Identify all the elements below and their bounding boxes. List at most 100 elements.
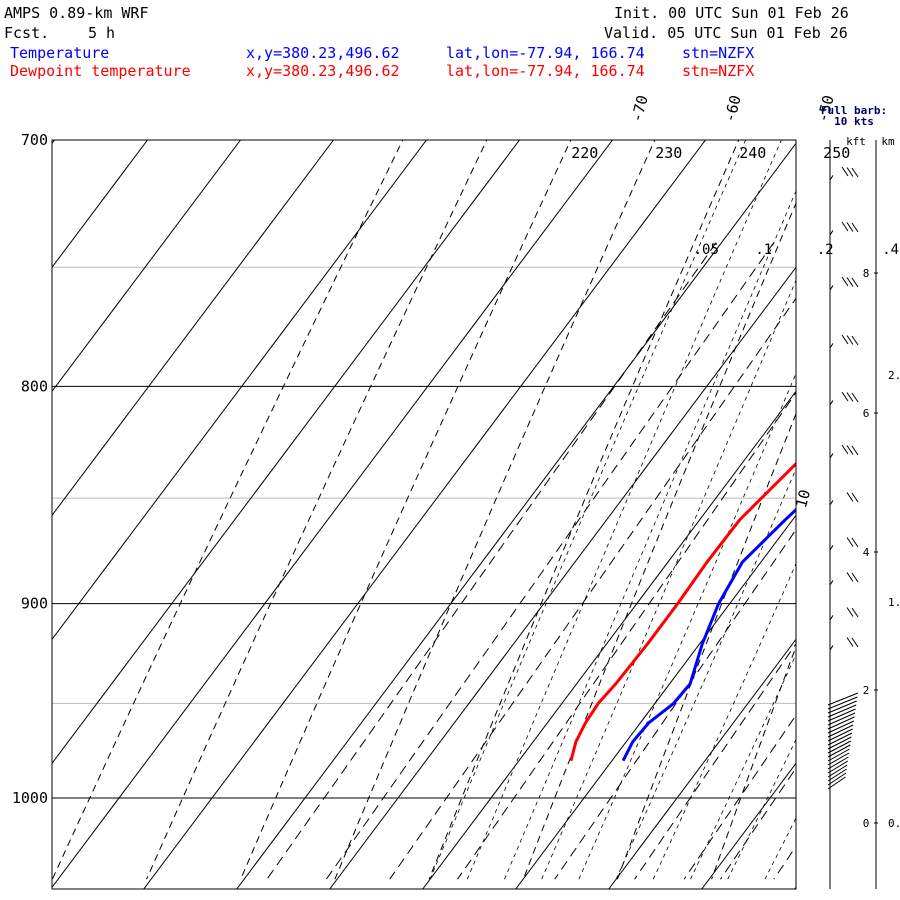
isotherm	[329, 266, 796, 889]
barb-note-line1: Full barb:	[821, 104, 887, 117]
theta-label: 220	[571, 144, 598, 162]
isotherm	[52, 140, 427, 641]
legend-dewpoint-xy: x,y=380.23,496.62	[246, 62, 400, 80]
wind-barb	[827, 700, 857, 714]
mixing-ratio-line	[554, 528, 796, 880]
dry-adiabat	[806, 114, 900, 880]
moist-adiabat	[802, 111, 900, 879]
isotherm	[52, 140, 520, 765]
wind-barb	[827, 692, 859, 706]
kft-tick-label: 2	[863, 684, 870, 697]
wind-barb	[829, 391, 859, 406]
wind-barb	[827, 732, 853, 746]
dry-adiabat	[146, 140, 488, 880]
wind-barb	[827, 708, 856, 722]
wind-barb	[829, 637, 859, 651]
wind-barb	[829, 276, 859, 291]
pressure-tick-label: 900	[21, 595, 48, 613]
isotherm	[608, 638, 796, 889]
wind-barb	[829, 444, 859, 459]
km-axis-label: km	[881, 135, 895, 148]
km-tick-label: 2.	[888, 369, 900, 382]
legend-dewpoint-station: stn=NZFX	[682, 62, 755, 80]
kft-tick-label: 8	[863, 267, 870, 280]
mixing-ratio-line	[634, 642, 796, 880]
wind-barb	[829, 221, 859, 236]
legend-temperature-name: Temperature	[10, 44, 110, 62]
isotherm	[143, 140, 706, 889]
wind-barb	[829, 572, 859, 586]
mixing-ratio-label: .1	[755, 242, 772, 258]
dry-adiabat	[240, 140, 572, 880]
wind-barb	[827, 720, 855, 734]
isotherm	[52, 140, 334, 517]
wind-barb	[827, 740, 852, 754]
dry-adiabat	[334, 140, 656, 880]
theta-label: 230	[655, 144, 682, 162]
moist-adiabat	[504, 190, 796, 880]
mixing-ratio-label: .4	[882, 242, 899, 258]
moist-adiabat	[578, 372, 796, 880]
pressure-tick-label: 1000	[12, 789, 48, 807]
wind-barb	[827, 756, 849, 770]
legend-temperature-xy: x,y=380.23,496.62	[246, 44, 400, 62]
wind-barb	[827, 776, 846, 790]
dry-adiabat	[616, 412, 796, 880]
kft-axis-label: kft	[846, 135, 866, 148]
isotherm	[422, 390, 796, 889]
moist-adiabat	[877, 111, 900, 879]
dewpoint-profile-line	[569, 461, 796, 762]
moist-adiabat	[652, 562, 796, 880]
dry-adiabat	[522, 201, 796, 880]
legend-temperature-latlon: lat,lon=-77.94, 166.74	[446, 44, 645, 62]
pressure-tick-label: 700	[21, 131, 48, 149]
wind-barb	[827, 764, 848, 778]
wind-barb	[827, 744, 851, 758]
mixing-ratio-line	[683, 714, 796, 880]
wind-barb	[829, 607, 859, 621]
isotherm-label: 10	[792, 488, 814, 510]
kft-tick-label: 6	[863, 407, 870, 420]
forecast-label: Fcst.	[4, 24, 50, 42]
wind-barb	[827, 724, 854, 738]
moist-adiabat	[615, 467, 796, 880]
km-tick-label: 0.	[888, 817, 900, 830]
moist-adiabat	[727, 738, 796, 880]
wind-barb	[827, 768, 847, 782]
legend-dewpoint-latlon: lat,lon=-77.94, 166.74	[446, 62, 645, 80]
isotherm	[52, 140, 241, 393]
mixing-ratio-line	[720, 767, 796, 880]
wind-barb	[827, 728, 853, 742]
isotherm	[236, 142, 796, 889]
dry-adiabat	[52, 140, 404, 880]
km-tick-label: 1.	[888, 596, 900, 609]
mixing-ratio-line	[325, 242, 775, 880]
mixing-ratio-label: .05	[694, 242, 719, 258]
wind-barb	[827, 712, 856, 726]
temperature-profile-line	[621, 507, 796, 762]
wind-barb	[827, 716, 855, 730]
wind-barb	[829, 334, 859, 349]
forecast-hours: 5 h	[88, 24, 116, 42]
theta-label: 240	[739, 144, 766, 162]
wind-barb	[829, 492, 859, 506]
isotherm	[515, 514, 796, 889]
mixing-ratio-line	[457, 391, 796, 880]
kft-tick-label: 4	[863, 546, 870, 559]
isotherm-label: -70	[627, 93, 651, 124]
wind-barb	[827, 752, 850, 766]
barb-note-line2: 10 kts	[834, 115, 874, 128]
moist-adiabat	[429, 140, 747, 880]
plot-frame	[51, 139, 797, 890]
dry-adiabat	[428, 140, 740, 880]
wind-barb	[827, 772, 847, 786]
mixing-ratio-line	[773, 845, 796, 880]
valid-time: Valid. 05 UTC Sun 01 Feb 26	[604, 24, 848, 42]
wind-barb	[827, 760, 849, 774]
pressure-tick-label: 800	[21, 377, 48, 395]
isotherm	[52, 140, 55, 145]
mixing-ratio-line	[389, 297, 796, 880]
kft-tick-label: 0	[863, 817, 870, 830]
init-time: Init. 00 UTC Sun 01 Feb 26	[614, 4, 849, 22]
